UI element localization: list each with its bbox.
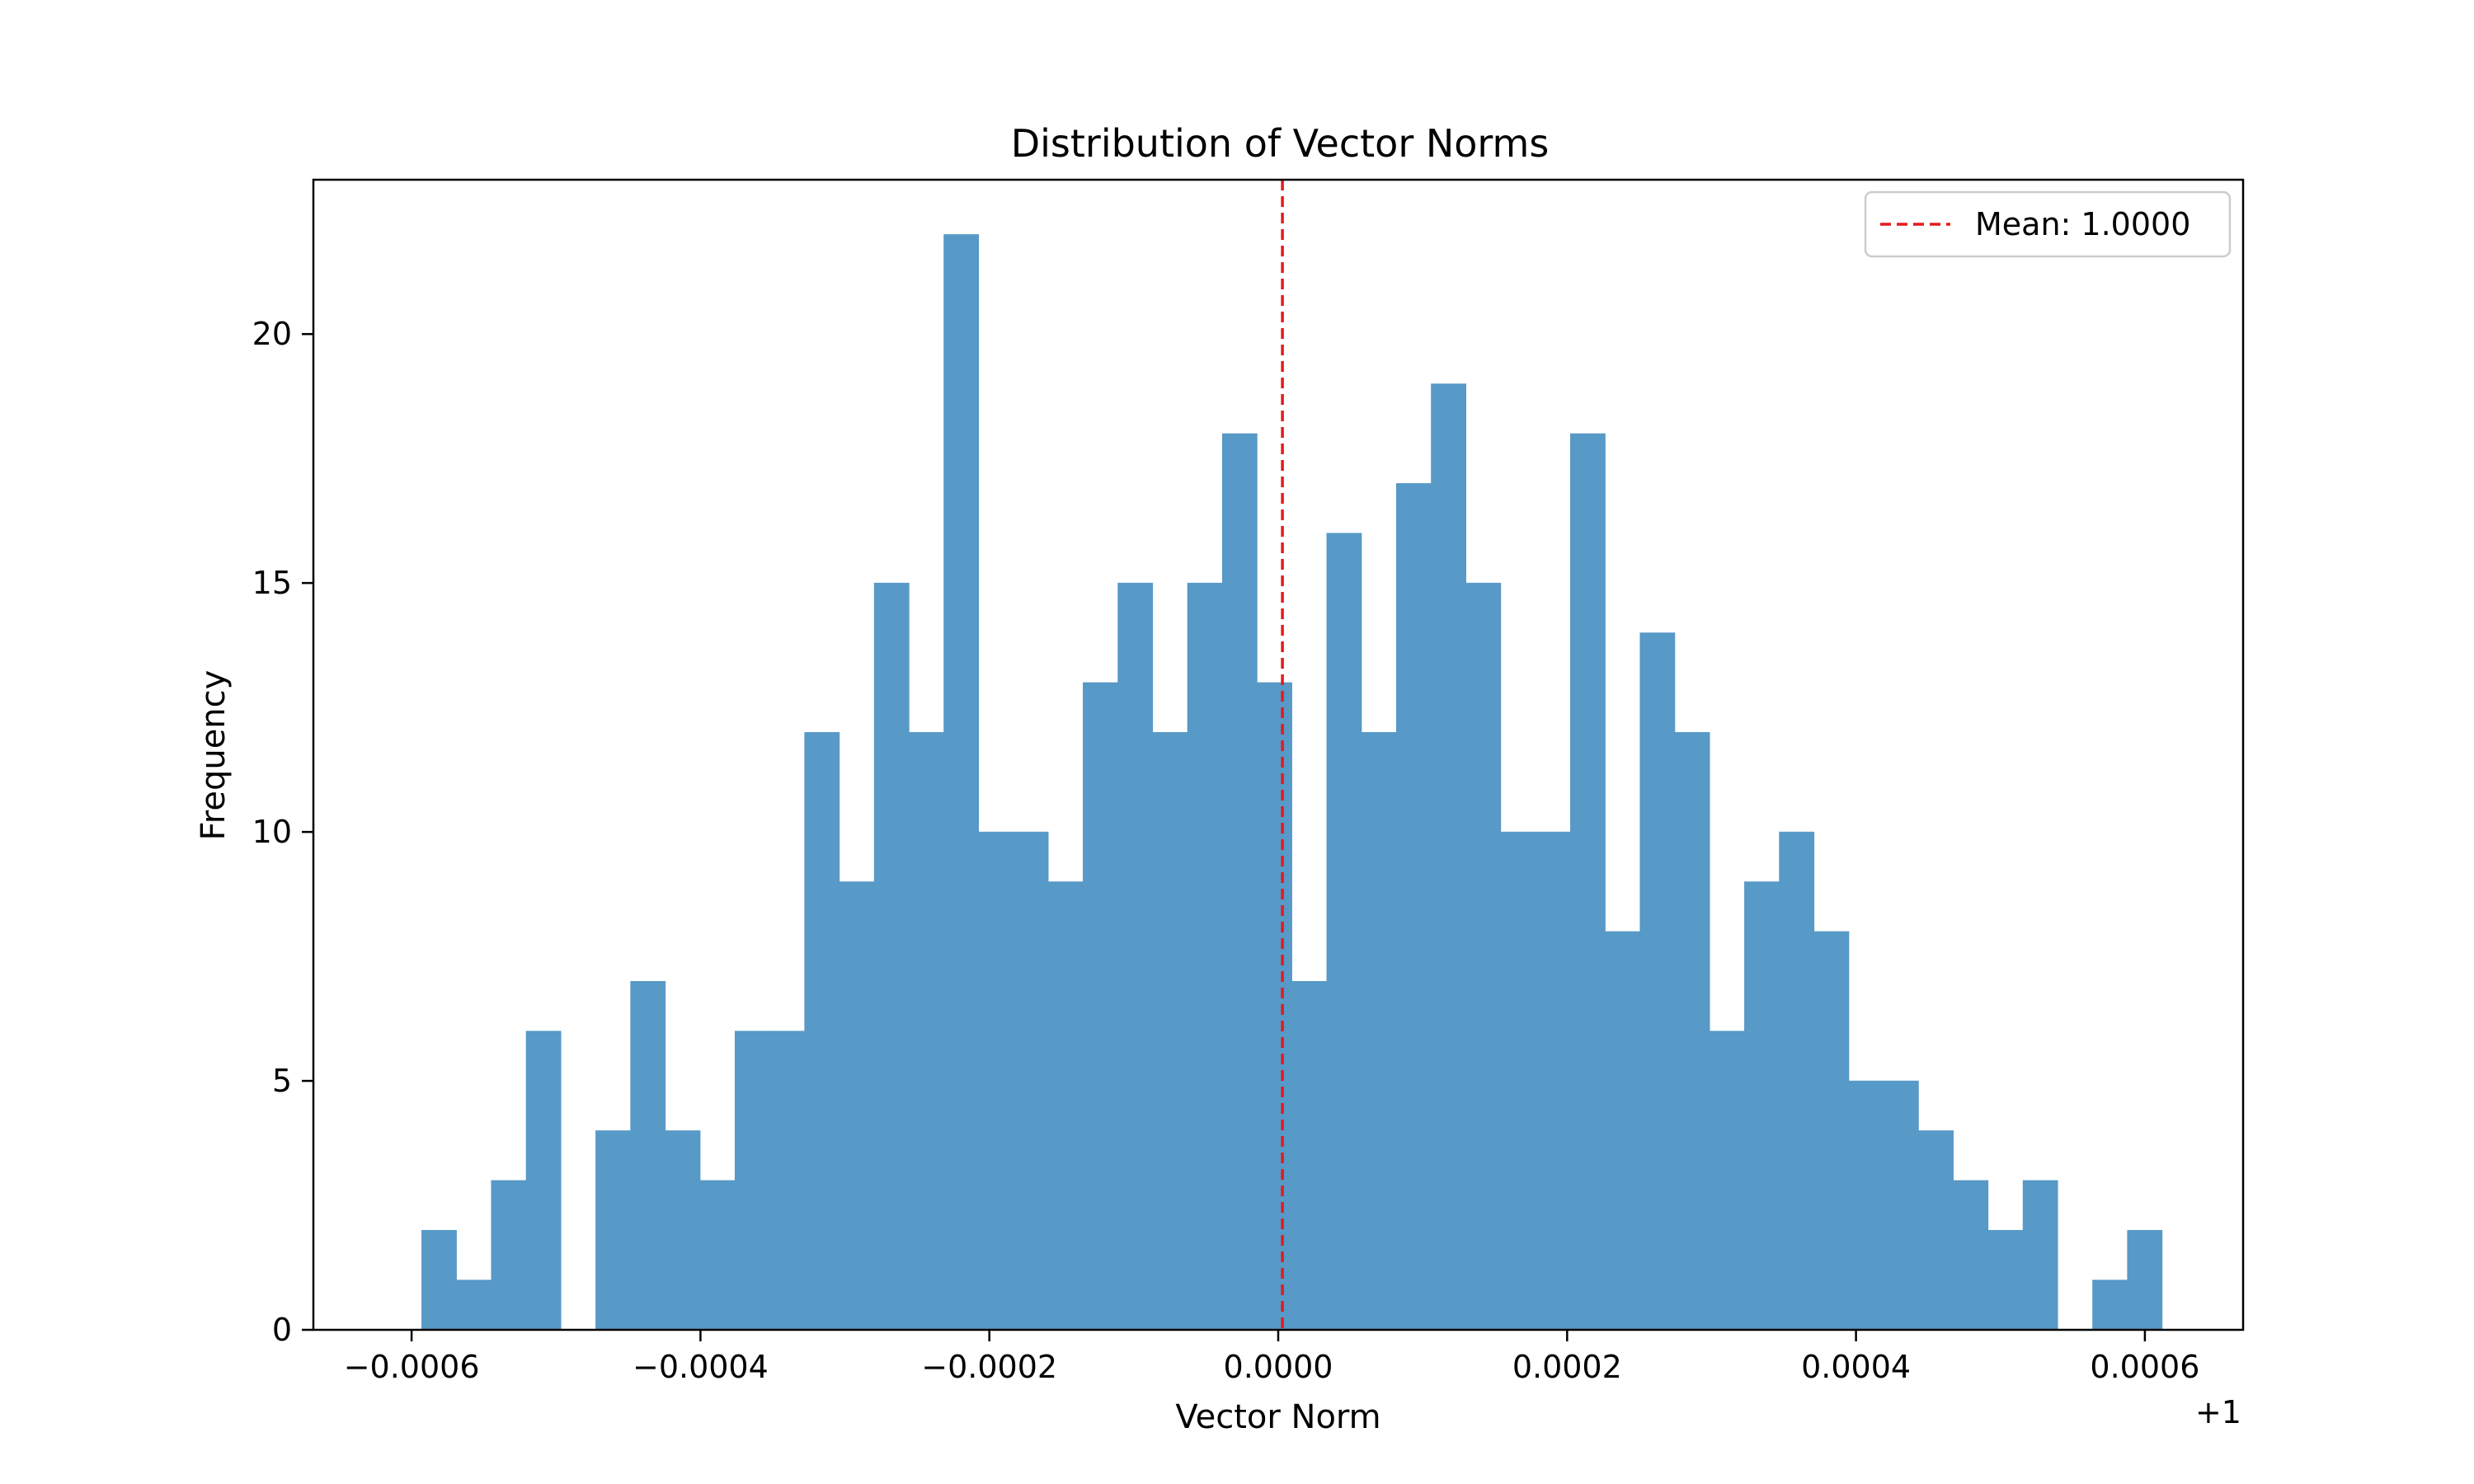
histogram-bar — [978, 831, 1014, 1331]
y-tick-label: 20 — [252, 316, 292, 352]
histogram-bar — [456, 1280, 492, 1331]
histogram-bar — [525, 1031, 562, 1331]
histogram-bar — [1639, 632, 1676, 1331]
histogram-bar — [1187, 582, 1223, 1331]
histogram-bar — [1987, 1229, 2024, 1331]
histogram-bar — [1605, 931, 1641, 1331]
histogram-bar — [1500, 831, 1536, 1331]
histogram-bar — [839, 881, 875, 1331]
x-tick-label: 0.0000 — [1224, 1349, 1333, 1385]
histogram-bar — [943, 234, 980, 1331]
histogram-bar — [665, 1130, 701, 1331]
histogram-bar — [1918, 1130, 1954, 1331]
histogram-bar — [1013, 831, 1049, 1331]
y-tick-label: 5 — [272, 1063, 292, 1099]
legend-box — [1864, 190, 2232, 258]
histogram-bar — [1883, 1080, 1919, 1331]
x-axis-label: Vector Norm — [1175, 1398, 1380, 1436]
x-tick-label: −0.0002 — [921, 1349, 1057, 1385]
histogram-bar — [1465, 582, 1502, 1331]
histogram-bar — [1953, 1180, 1989, 1331]
histogram-bar — [1117, 582, 1154, 1331]
y-tick-label: 0 — [272, 1312, 292, 1348]
histogram-bar — [1047, 881, 1084, 1331]
histogram-bar — [1361, 732, 1397, 1331]
histogram-bar — [1083, 682, 1118, 1331]
histogram-bar — [1779, 831, 1815, 1331]
x-offset-label: +1 — [2195, 1394, 2241, 1430]
bars-group — [421, 234, 2163, 1331]
histogram-bar — [1848, 1080, 1884, 1331]
x-axis: −0.0006 −0.0004 −0.0002 0.0000 0.0002 0.0004 0… — [344, 1330, 2199, 1385]
histogram-bar — [1813, 931, 1850, 1331]
histogram-bar — [873, 582, 910, 1331]
histogram-bar — [1152, 732, 1188, 1331]
y-tick-label: 15 — [252, 565, 292, 601]
x-tick-label: −0.0004 — [633, 1349, 769, 1385]
x-tick-label: 0.0006 — [2090, 1349, 2199, 1385]
histogram-bar — [1291, 980, 1328, 1331]
x-tick-label: −0.0006 — [344, 1349, 480, 1385]
histogram-bar — [769, 1031, 805, 1331]
y-axis: 0 5 10 15 20 — [252, 316, 313, 1348]
histogram-bar — [1221, 433, 1258, 1331]
histogram-bar — [1431, 383, 1466, 1331]
histogram-bar — [595, 1130, 631, 1331]
histogram-bar — [1395, 483, 1432, 1331]
histogram-bar — [630, 980, 666, 1331]
histogram-bar — [1535, 831, 1571, 1331]
x-tick-label: 0.0004 — [1801, 1349, 1911, 1385]
histogram-bar — [1674, 732, 1710, 1331]
x-tick-label: 0.0002 — [1512, 1349, 1622, 1385]
histogram-bar — [2092, 1280, 2128, 1331]
chart-title: Distribution of Vector Norms — [1011, 121, 1550, 166]
legend-label: Mean: 1.0000 — [1975, 206, 2190, 242]
histogram-bar — [1257, 682, 1292, 1331]
histogram-bar — [2022, 1180, 2058, 1331]
histogram-bar — [491, 1180, 527, 1331]
y-tick-label: 10 — [252, 814, 292, 850]
y-axis-label: Frequency — [195, 670, 233, 841]
histogram-bar — [421, 1229, 457, 1331]
histogram-bar — [1570, 433, 1606, 1331]
histogram-bar — [909, 732, 944, 1331]
histogram-bar — [1744, 881, 1780, 1331]
histogram-bar — [1326, 533, 1362, 1331]
legend: Mean: 1.0000 — [1864, 190, 2232, 258]
histogram-bar — [699, 1180, 736, 1331]
histogram-bar — [1709, 1031, 1745, 1331]
histogram-bar — [804, 732, 840, 1331]
histogram-bar — [734, 1031, 770, 1331]
histogram-bar — [2127, 1229, 2163, 1331]
